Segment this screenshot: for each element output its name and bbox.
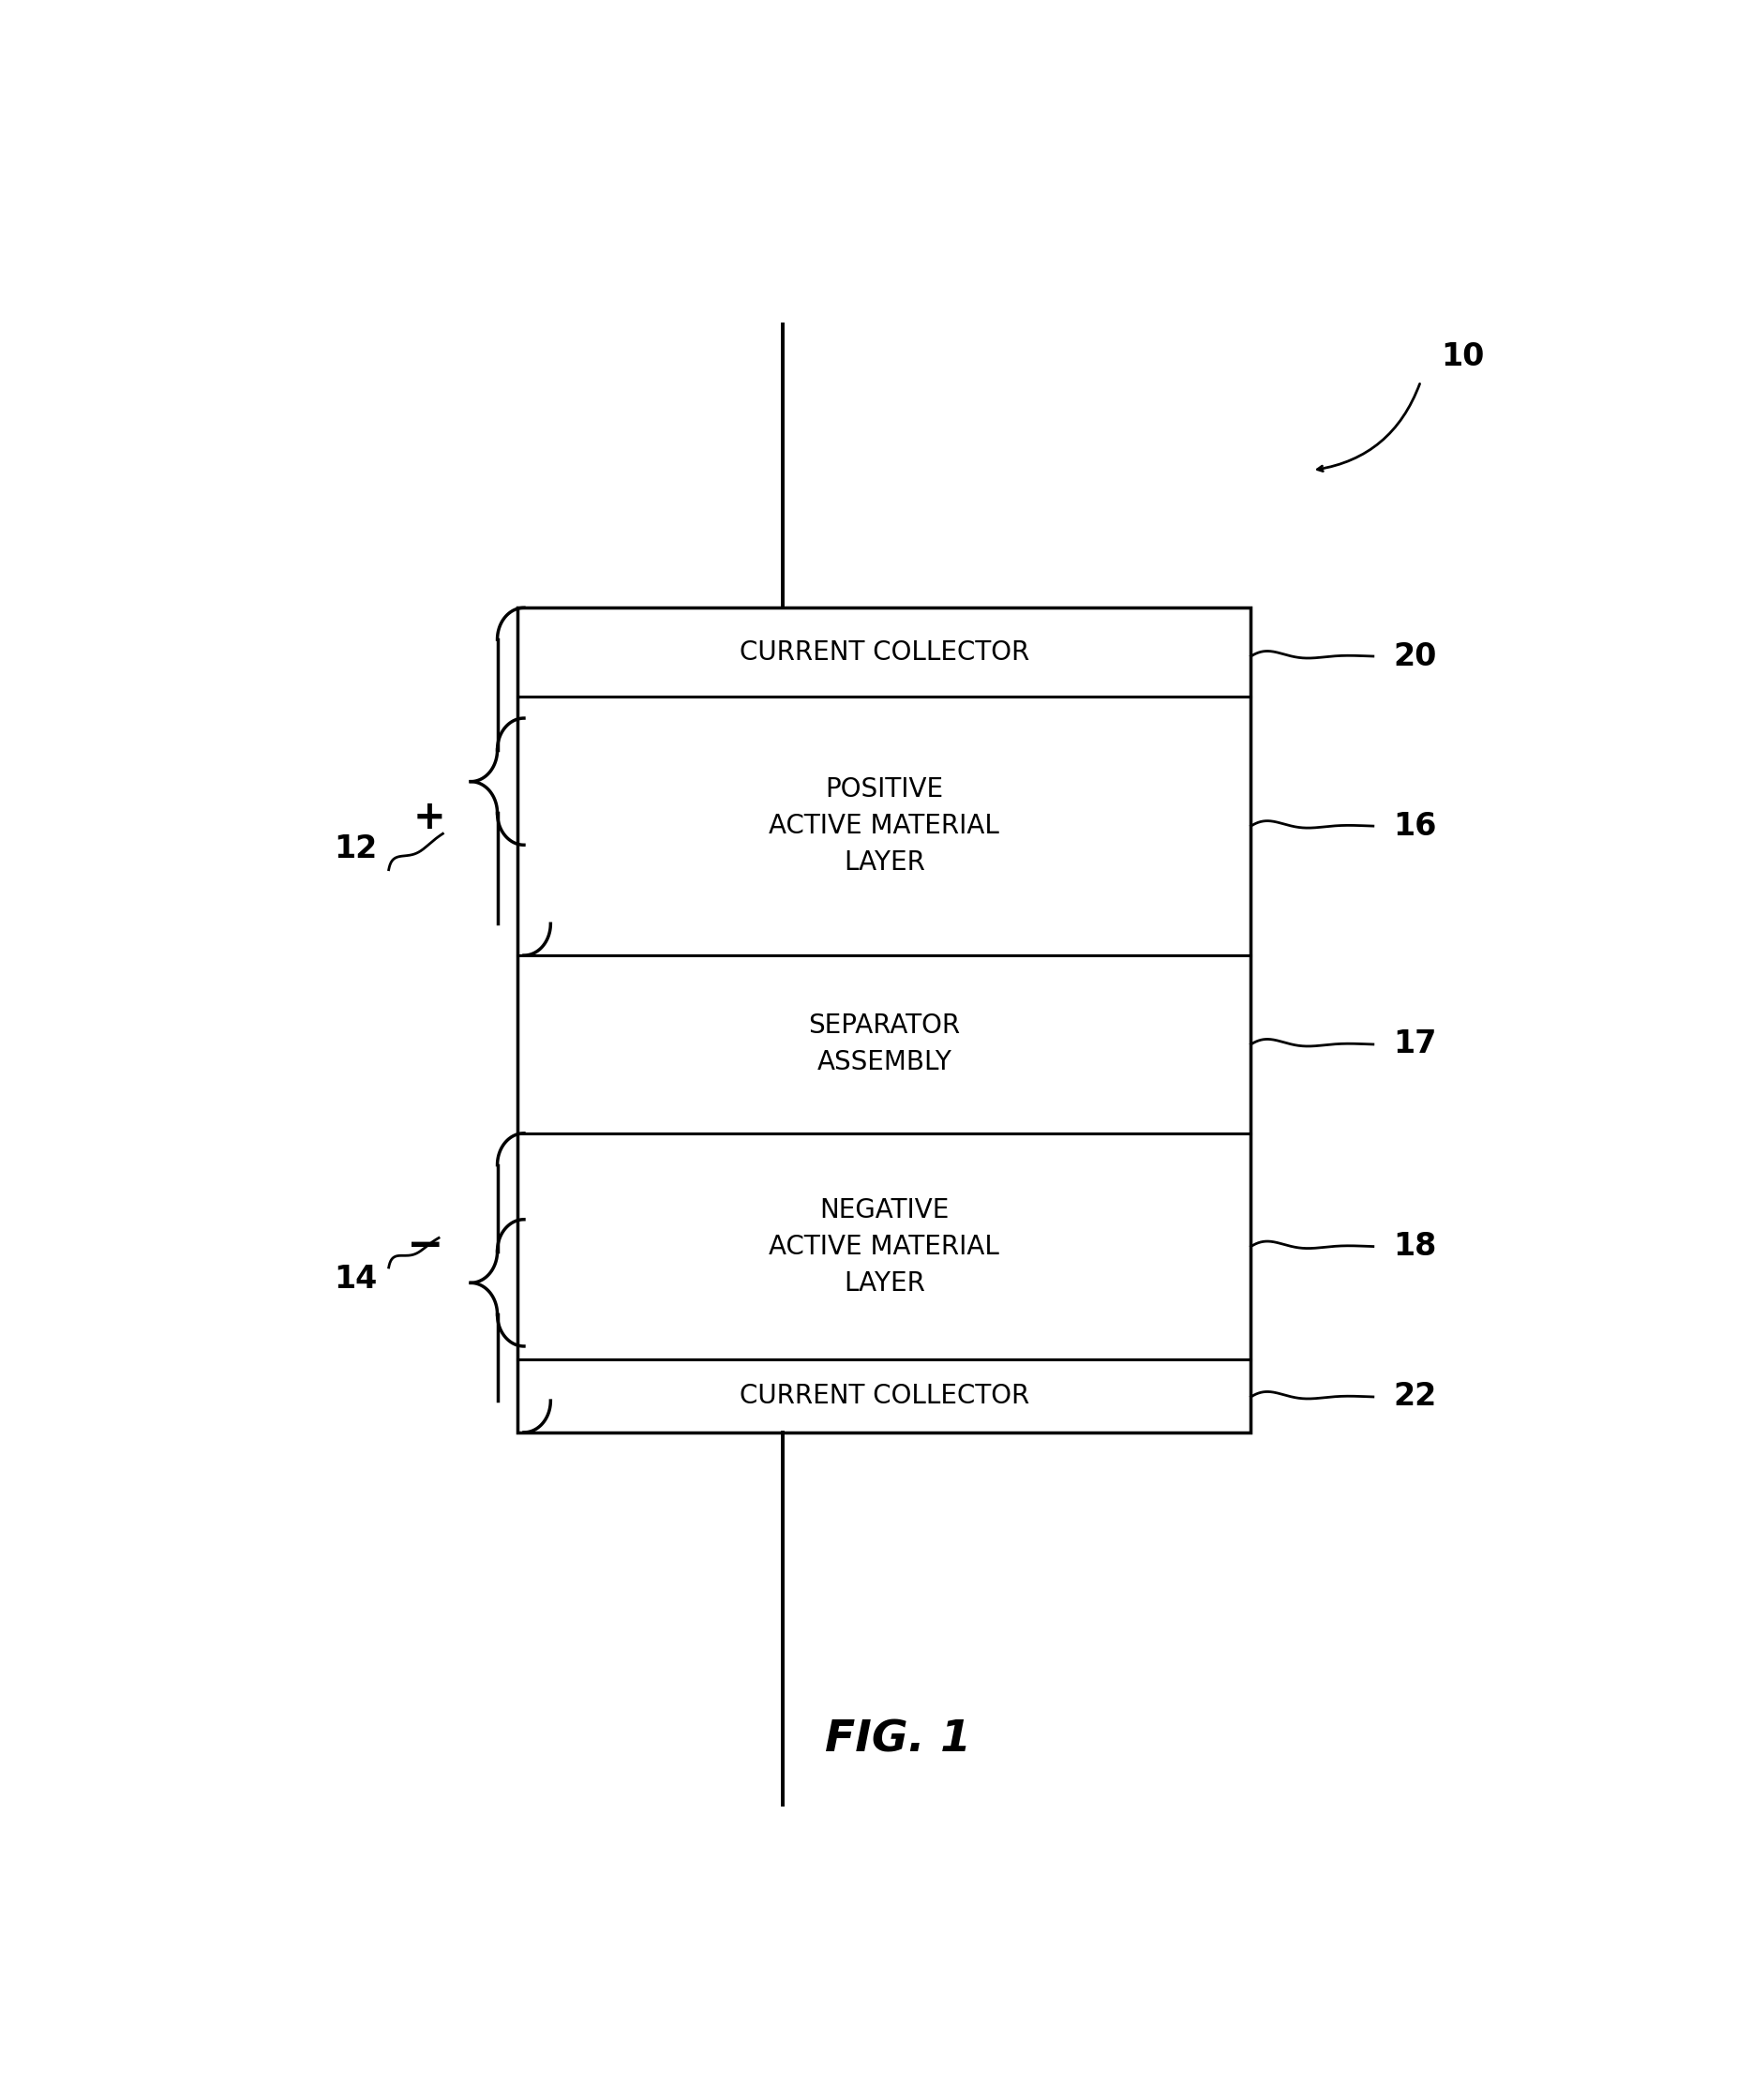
- Text: 17: 17: [1393, 1029, 1437, 1060]
- Text: 18: 18: [1393, 1231, 1437, 1262]
- Text: +: +: [413, 798, 445, 838]
- Text: 14: 14: [335, 1264, 378, 1294]
- Bar: [519, 956, 1251, 1134]
- Text: SEPARATOR
ASSEMBLY: SEPARATOR ASSEMBLY: [808, 1012, 960, 1075]
- Bar: [519, 607, 1251, 1432]
- Bar: [519, 607, 1251, 697]
- Bar: [519, 1359, 1251, 1432]
- Bar: [519, 697, 1251, 956]
- Text: 16: 16: [1393, 811, 1437, 842]
- Text: NEGATIVE
ACTIVE MATERIAL
LAYER: NEGATIVE ACTIVE MATERIAL LAYER: [769, 1197, 1000, 1296]
- Text: CURRENT COLLECTOR: CURRENT COLLECTOR: [739, 1384, 1028, 1409]
- Text: 10: 10: [1440, 342, 1484, 372]
- Text: 22: 22: [1393, 1382, 1437, 1413]
- Text: 12: 12: [335, 834, 378, 863]
- Text: POSITIVE
ACTIVE MATERIAL
LAYER: POSITIVE ACTIVE MATERIAL LAYER: [769, 777, 1000, 876]
- Text: −: −: [406, 1226, 443, 1268]
- Text: 20: 20: [1393, 640, 1437, 672]
- Text: FIG. 1: FIG. 1: [825, 1718, 971, 1760]
- Bar: [519, 1134, 1251, 1359]
- Text: CURRENT COLLECTOR: CURRENT COLLECTOR: [739, 638, 1028, 666]
